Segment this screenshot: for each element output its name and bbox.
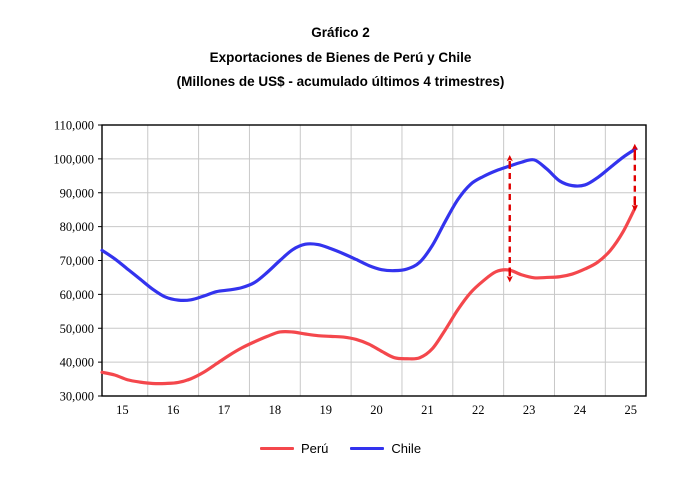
y-axis-tick-label: 100,000 (53, 152, 94, 166)
gap-annotations (506, 143, 638, 283)
x-axis-tick-label: 21 (421, 403, 434, 417)
chart-title-block: Gráfico 2 Exportaciones de Bienes de Per… (0, 26, 681, 89)
x-axis-tick-label: 18 (269, 403, 282, 417)
y-axis-tick-labels: 30,000 40,000 50,000 60,000 70,000 80,000 90,0… (53, 119, 102, 404)
x-axis-tick-label: 17 (218, 403, 231, 417)
x-axis-tick-label: 25 (624, 403, 637, 417)
grid-lines (102, 125, 646, 396)
legend-swatch-peru (259, 447, 294, 450)
plot-frame (101, 124, 647, 397)
x-axis-tick-label: 20 (370, 403, 383, 417)
y-axis-tick-label: 30,000 (60, 390, 94, 404)
y-axis-tick-label: 60,000 (60, 288, 94, 302)
chart-title-line-2: Exportaciones de Bienes de Perú y Chile (209, 49, 472, 65)
chart-title-subtitle: (Millones de US$ - acumulado últimos 4 t… (176, 74, 505, 89)
x-axis-tick-labels: 15 16 17 18 19 20 21 22 23 24 25 (116, 403, 637, 417)
chart-title-line-1: Gráfico 2 (311, 25, 370, 40)
y-axis-tick-label: 50,000 (60, 322, 94, 336)
x-axis-tick-label: 23 (523, 403, 536, 417)
x-axis-tick-label: 15 (116, 403, 129, 417)
y-axis-tick-label: 70,000 (60, 254, 94, 268)
x-axis-tick-label: 19 (319, 403, 332, 417)
series-line-peru (100, 204, 638, 386)
x-axis-tick-label: 22 (472, 403, 485, 417)
y-axis-tick-label: 90,000 (60, 186, 94, 200)
plot-border (101, 124, 647, 397)
y-axis-tick-label: 40,000 (60, 356, 94, 370)
series-lines (100, 147, 638, 386)
y-axis-tick-label: 110,000 (54, 119, 94, 133)
x-axis-tick-label: 16 (167, 403, 180, 417)
y-axis-tick-label: 80,000 (60, 220, 94, 234)
legend-item-peru[interactable]: Perú (259, 441, 329, 456)
legend-label-peru: Perú (300, 441, 329, 456)
series-line-chile (100, 147, 638, 303)
legend-item-chile[interactable]: Chile (350, 441, 421, 456)
x-axis-tick-label: 24 (574, 403, 587, 417)
chart-legend: Perú Chile (0, 441, 681, 456)
legend-swatch-chile (350, 447, 385, 450)
legend-label-chile: Chile (391, 441, 422, 456)
